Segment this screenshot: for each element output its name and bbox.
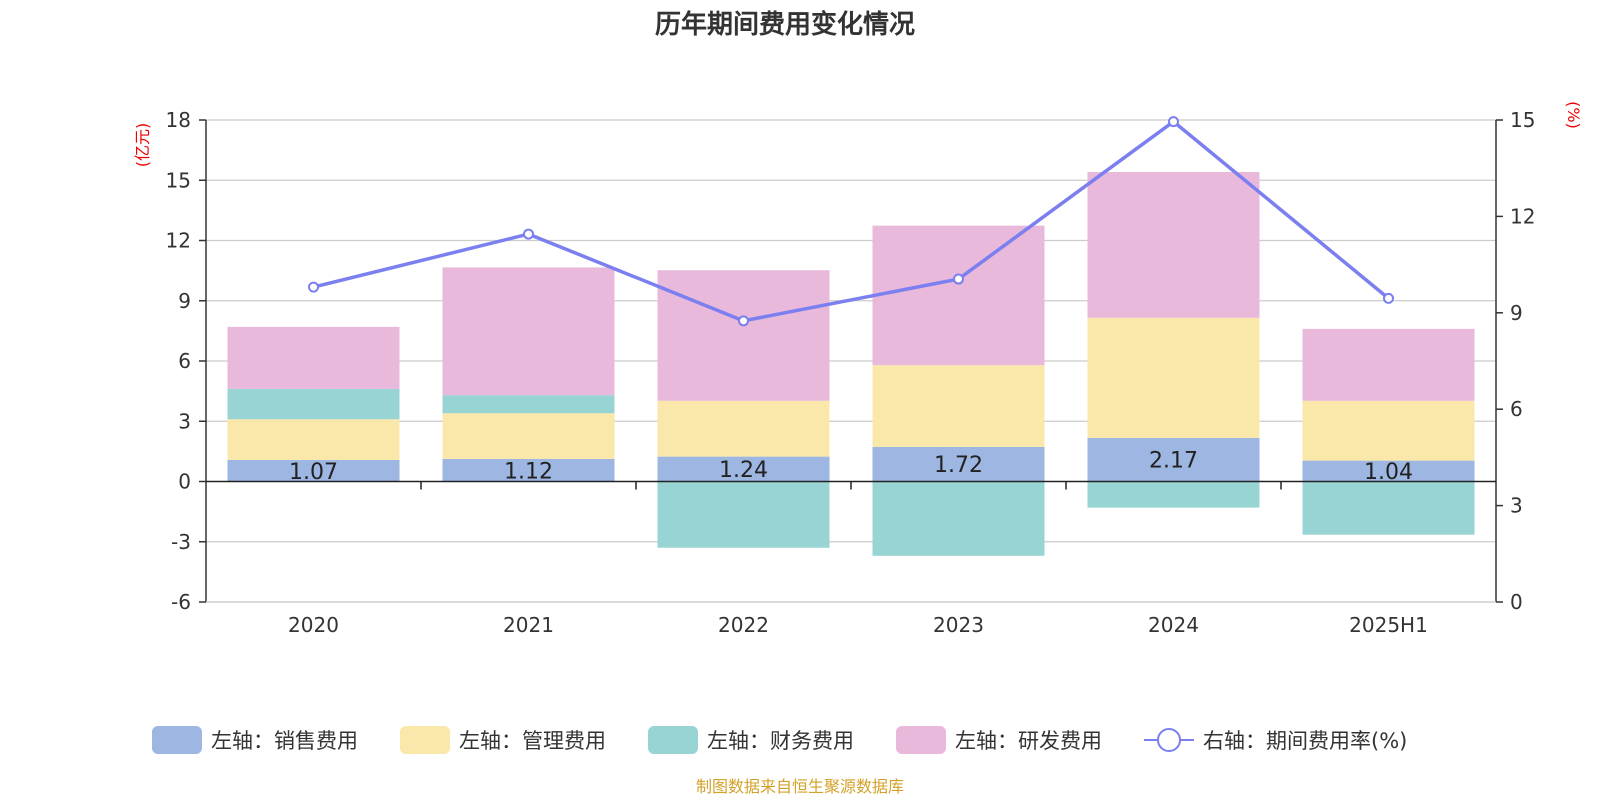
bar-3-2021	[442, 395, 615, 414]
bar-1-2023	[872, 446, 1045, 482]
bar-3-2022	[657, 481, 830, 548]
left-tick-label: 18	[166, 108, 191, 132]
expense-rate-point-2020	[308, 281, 319, 293]
data-labels: 1.07 1.12 1.24 1.72 2.17 1.04	[289, 449, 1413, 485]
bar-3-2020	[227, 388, 400, 420]
bar-2-2025H1	[1302, 400, 1475, 461]
bar-4-2021	[442, 267, 615, 396]
right-tick-label: 0	[1510, 590, 1523, 614]
right-tick-label: 12	[1510, 204, 1535, 228]
legend-label[interactable]: 左轴：财务费用	[707, 729, 854, 753]
left-tick-label: -6	[171, 590, 191, 614]
bar-data-label: 1.07	[289, 460, 338, 485]
expense-rate-point-2022	[738, 315, 749, 327]
legend: 左轴：销售费用 左轴：管理费用 左轴：财务费用 左轴：研发费用 右轴：期间费用率(%)	[152, 726, 1407, 754]
bar-2-2021	[442, 413, 615, 460]
bar-3-2023	[872, 481, 1045, 556]
bar-1-2022	[657, 456, 830, 482]
legend-swatch[interactable]	[400, 726, 450, 754]
left-tick-label: 9	[178, 289, 191, 313]
left-tick-label: 0	[178, 470, 191, 494]
legend-swatch[interactable]	[648, 726, 698, 754]
x-tick-label: 2023	[933, 613, 984, 637]
bar-4-2024	[1087, 172, 1260, 318]
expense-rate-point-2024	[1168, 116, 1179, 128]
expense-rate-point-2021	[523, 228, 534, 240]
bar-1-2024	[1087, 437, 1260, 482]
legend-swatch[interactable]	[896, 726, 946, 754]
bar-4-2020	[227, 326, 400, 389]
line-series	[308, 116, 1394, 327]
bar-series	[227, 172, 1475, 556]
bar-data-label: 1.72	[934, 453, 983, 478]
bar-2-2022	[657, 400, 830, 457]
bar-1-2020	[227, 460, 400, 482]
legend-label[interactable]: 左轴：销售费用	[211, 729, 358, 753]
left-tick-label: 12	[166, 229, 191, 253]
x-tick-label: 2024	[1148, 613, 1199, 637]
bar-4-2025H1	[1302, 328, 1475, 401]
bar-2-2023	[872, 365, 1045, 447]
bar-data-label: 1.12	[504, 459, 553, 484]
expense-rate-point-2023	[953, 273, 964, 285]
bar-data-label: 1.24	[719, 458, 768, 483]
bar-data-label: 1.04	[1364, 460, 1413, 485]
chart-title: 历年期间费用变化情况	[655, 9, 915, 40]
source-note: 制图数据来自恒生聚源数据库	[696, 777, 904, 796]
bar-2-2020	[227, 419, 400, 461]
left-tick-label: 15	[166, 168, 191, 192]
expense-rate-line	[313, 119, 1390, 323]
legend-label[interactable]: 左轴：研发费用	[955, 729, 1102, 753]
expense-rate-point-2025H1	[1383, 292, 1394, 304]
bar-3-2025H1	[1302, 481, 1475, 535]
right-tick-label: 9	[1510, 301, 1523, 325]
x-tick-label: 2022	[718, 613, 769, 637]
right-tick-label: 15	[1510, 108, 1535, 132]
bar-data-label: 2.17	[1149, 449, 1198, 474]
left-tick-label: 6	[178, 349, 191, 373]
left-tick-label: 3	[178, 409, 191, 433]
axes: -6 -3 0 3 6 9 12 15 18 0 3 6 9 12 15 2020 2021 2022 2023 20…	[166, 108, 1536, 637]
bar-2-2024	[1087, 317, 1260, 438]
bar-4-2023	[872, 225, 1045, 366]
legend-marker[interactable]	[1157, 728, 1181, 752]
bar-1-2021	[442, 459, 615, 482]
left-axis-unit: (亿元)	[133, 123, 152, 168]
right-tick-label: 6	[1510, 397, 1523, 421]
right-tick-label: 3	[1510, 494, 1523, 518]
x-tick-label: 2021	[503, 613, 554, 637]
legend-swatch[interactable]	[152, 726, 202, 754]
bar-1-2025H1	[1302, 460, 1475, 482]
bar-4-2022	[657, 270, 830, 401]
x-tick-label: 2020	[288, 613, 339, 637]
right-axis-unit: (%)	[1564, 101, 1583, 129]
x-tick-label: 2025H1	[1349, 613, 1428, 637]
left-tick-label: -3	[171, 530, 191, 554]
legend-label[interactable]: 左轴：管理费用	[459, 729, 606, 753]
legend-label[interactable]: 右轴：期间费用率(%)	[1203, 729, 1407, 753]
bar-3-2024	[1087, 481, 1260, 508]
